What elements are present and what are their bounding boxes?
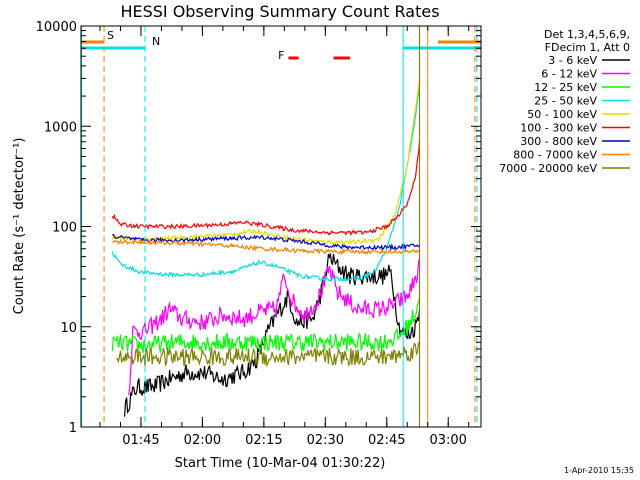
legend: Det 1,3,4,5,6,9, FDecim 1, Att 0 3 - 6 k…: [499, 28, 630, 175]
x-axis: 01:45 02:00 02:15 02:30 02:45 03:00: [99, 26, 470, 448]
chart-title: HESSI Observing Summary Count Rates: [120, 2, 439, 21]
y-axis-label: Count Rate (s⁻¹ detector⁻¹): [12, 138, 27, 315]
series-line-6-12-kev: [128, 258, 421, 396]
series-line-50-100-kev: [111, 78, 421, 246]
series-line-800-7000-kev: [112, 238, 421, 256]
x-axis-label: Start Time (10-Mar-04 01:30:22): [175, 456, 386, 471]
legend-header-1: Det 1,3,4,5,6,9,: [544, 28, 630, 41]
legend-label-7000-20000-kev: 7000 - 20000 keV: [499, 162, 597, 175]
flag-label-n: N: [152, 35, 160, 48]
series-line-25-50-kev: [111, 84, 421, 283]
legend-label-300-800-kev: 300 - 800 keV: [520, 135, 597, 148]
y-tick-label-0: 1: [69, 421, 77, 436]
legend-label-100-300-kev: 100 - 300 keV: [520, 122, 597, 135]
y-axis: 1 10 100 1000 10000: [36, 20, 481, 436]
x-tick-label-0: 01:45: [122, 433, 159, 448]
series-line-100-300-kev: [111, 141, 421, 237]
timestamp: 1-Apr-2010 15:35: [564, 466, 634, 475]
x-tick-label-4: 02:45: [368, 433, 405, 448]
flag-label-f: F: [278, 49, 284, 62]
y-tick-label-2: 100: [52, 221, 77, 236]
series-line-7000-20000-kev: [116, 341, 420, 368]
x-tick-label-2: 02:15: [245, 433, 282, 448]
y-tick-label-1: 10: [60, 321, 77, 336]
series-line-300-800-kev: [111, 233, 420, 252]
legend-header-2: FDecim 1, Att 0: [545, 41, 630, 54]
legend-label-3-6-kev: 3 - 6 keV: [548, 54, 597, 67]
x-tick-label-5: 03:00: [429, 433, 466, 448]
legend-label-800-7000-kev: 800 - 7000 keV: [513, 149, 597, 162]
series-line-3-6-kev: [124, 253, 421, 417]
y-tick-label-4: 10000: [36, 20, 77, 35]
legend-label-50-100-kev: 50 - 100 keV: [527, 108, 597, 121]
y-tick-label-3: 1000: [44, 120, 77, 135]
x-tick-label-1: 02:00: [184, 433, 221, 448]
legend-label-6-12-kev: 6 - 12 keV: [541, 68, 597, 81]
legend-label-25-50-kev: 25 - 50 keV: [534, 95, 597, 108]
series-group: [111, 78, 421, 417]
legend-label-12-25-kev: 12 - 25 keV: [534, 81, 597, 94]
flag-label-s: S: [107, 29, 114, 42]
x-tick-label-3: 02:30: [307, 433, 344, 448]
series-line-12-25-kev: [111, 297, 421, 354]
